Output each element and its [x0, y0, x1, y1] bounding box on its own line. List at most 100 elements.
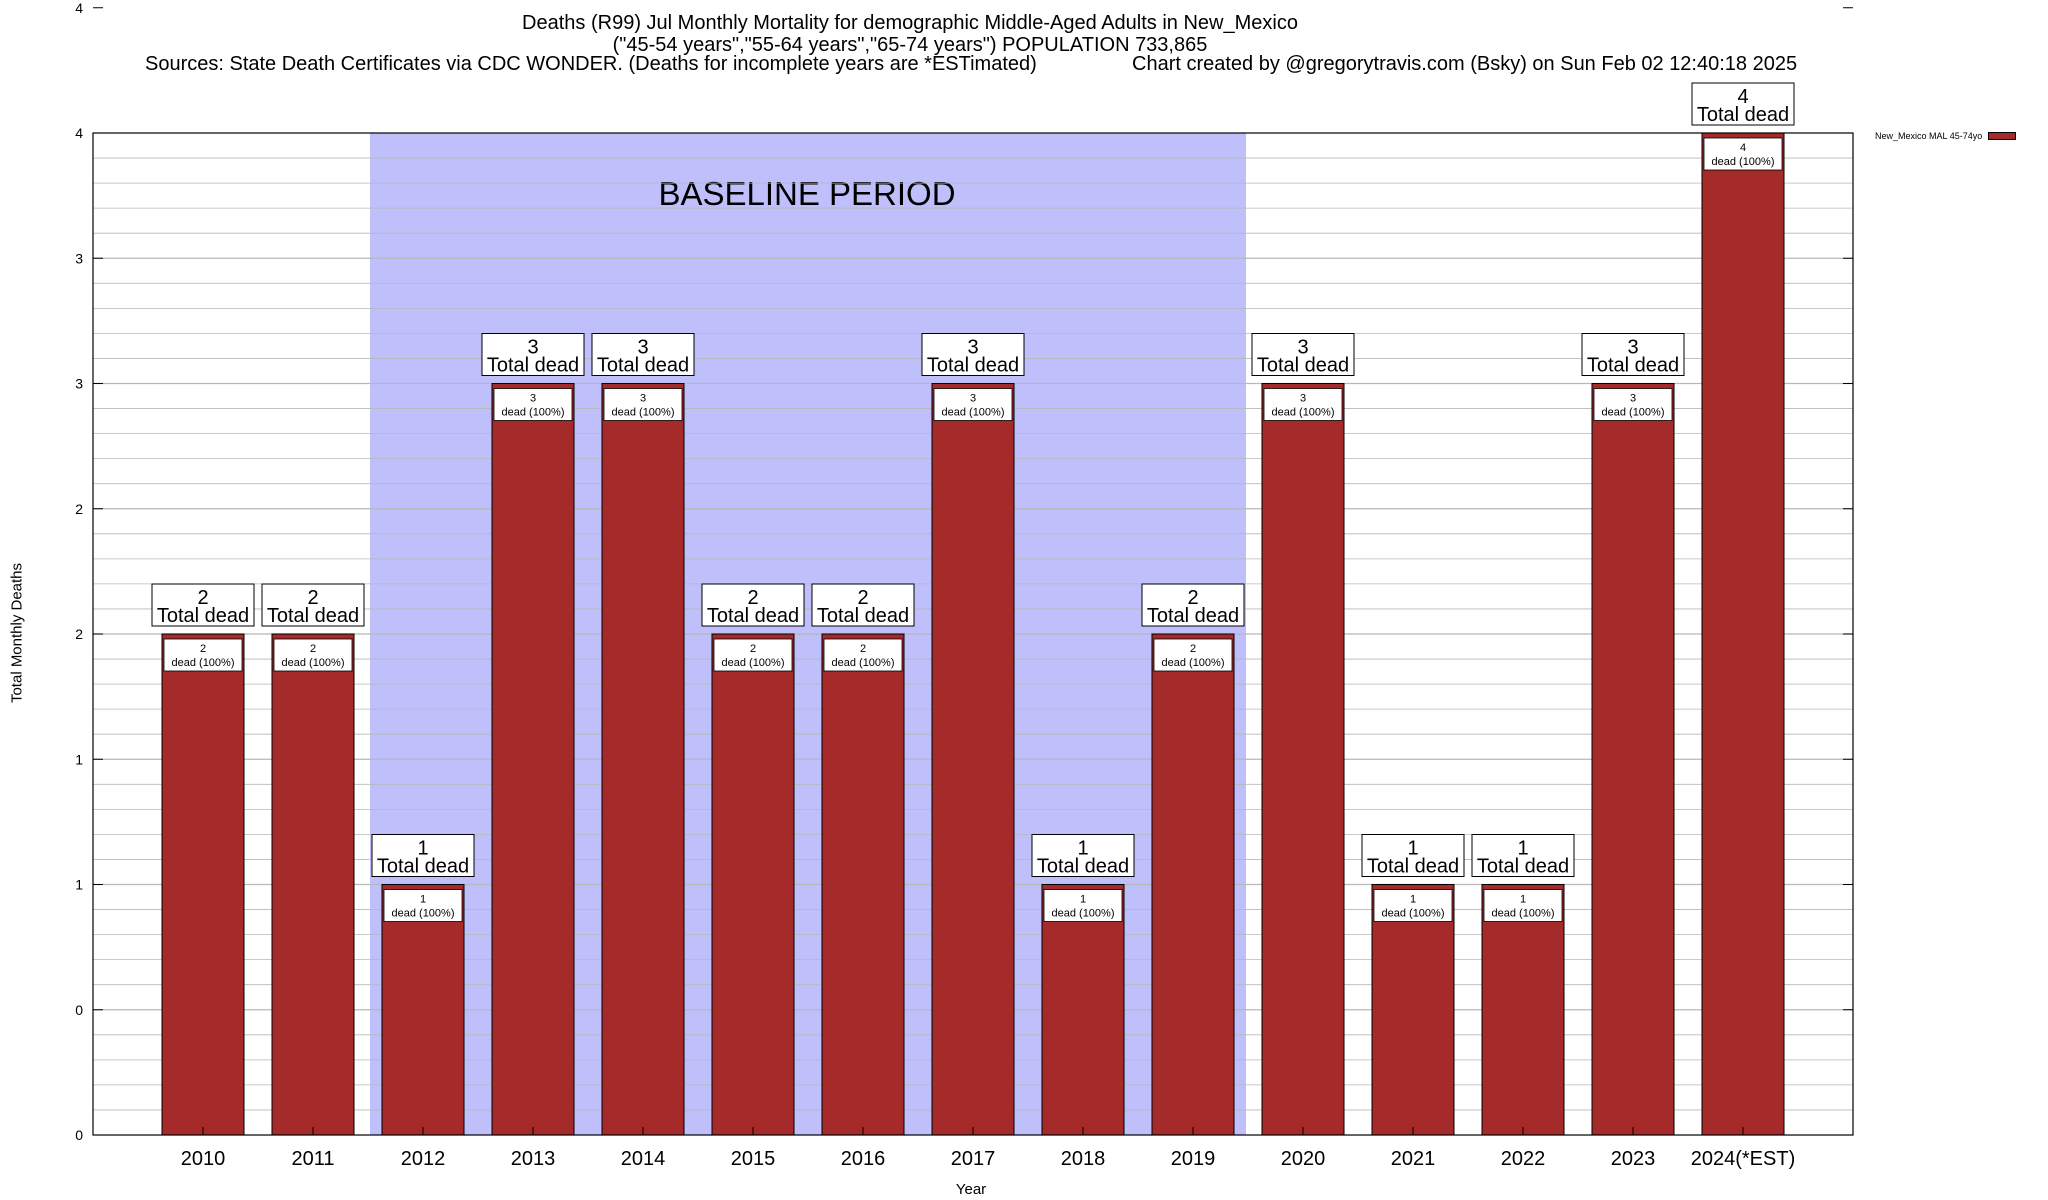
inner-label-value: 3 — [970, 393, 976, 405]
bar — [1041, 884, 1125, 1136]
total-label-box — [811, 583, 915, 627]
inner-label-text: dead (100%) — [1492, 908, 1555, 920]
inner-label-text: dead (100%) — [502, 407, 565, 419]
total-label-box — [1471, 834, 1575, 877]
bar — [271, 633, 355, 1136]
legend: New_Mexico MAL 45-74yo — [1875, 131, 2017, 141]
total-label-text: Total dead — [707, 605, 799, 627]
total-label-value: 3 — [527, 337, 538, 359]
chart-title: Deaths (R99) Jul Monthly Mortality for d… — [522, 12, 1298, 34]
x-tick-label: 2010 — [181, 1148, 226, 1170]
total-label-box — [371, 834, 475, 877]
y-tick-label: 3 — [75, 376, 83, 392]
bar — [711, 633, 795, 1136]
inner-label-text: dead (100%) — [722, 657, 785, 669]
total-label-value: 4 — [1737, 86, 1748, 108]
total-label-box — [481, 333, 585, 376]
inner-label-box — [1263, 388, 1343, 421]
total-label-box — [591, 333, 695, 376]
x-tick-label: 2024(*EST) — [1691, 1148, 1796, 1170]
inner-label-box — [933, 388, 1013, 421]
inner-label-text: dead (100%) — [612, 407, 675, 419]
total-label-text: Total dead — [1147, 605, 1239, 627]
inner-label-value: 1 — [1410, 894, 1416, 906]
inner-label-box — [1703, 137, 1783, 171]
total-label-box — [1251, 333, 1355, 376]
y-tick-label: 3 — [75, 250, 83, 266]
y-tick-label: 4 — [75, 0, 83, 16]
total-label-value: 2 — [307, 587, 318, 609]
inner-label-value: 2 — [1190, 643, 1196, 655]
inner-label-value: 2 — [310, 643, 316, 655]
total-label-value: 2 — [857, 587, 868, 609]
inner-label-box — [273, 638, 353, 672]
inner-label-text: dead (100%) — [1602, 407, 1665, 419]
total-label-text: Total dead — [377, 856, 469, 878]
inner-label-box — [823, 638, 903, 672]
total-label-text: Total dead — [1697, 104, 1789, 126]
x-tick-label: 2022 — [1501, 1148, 1546, 1170]
total-label-text: Total dead — [1037, 856, 1129, 878]
inner-label-value: 3 — [530, 393, 536, 405]
total-label-box — [151, 583, 255, 627]
inner-label-value: 1 — [1080, 894, 1086, 906]
y-tick-label: 2 — [75, 501, 83, 517]
y-axis-label: Total Monthly Deaths — [8, 562, 26, 704]
inner-label-text: dead (100%) — [392, 908, 455, 920]
legend-label: New_Mexico MAL 45-74yo — [1875, 131, 1983, 141]
x-tick-label: 2021 — [1391, 1148, 1436, 1170]
plot-frame — [92, 132, 1854, 1136]
total-label-value: 2 — [747, 587, 758, 609]
inner-label-value: 3 — [1630, 393, 1636, 405]
total-label-box — [1031, 834, 1135, 877]
baseline-period-label: BASELINE PERIOD — [658, 175, 955, 212]
total-label-text: Total dead — [1367, 856, 1459, 878]
bar — [491, 383, 575, 1136]
inner-label-value: 1 — [420, 894, 426, 906]
bar — [1151, 633, 1235, 1136]
total-label-value: 1 — [1517, 838, 1528, 860]
x-tick-label: 2019 — [1171, 1148, 1216, 1170]
y-tick-label: 2 — [75, 626, 83, 642]
x-tick-label: 2018 — [1061, 1148, 1106, 1170]
total-label-box — [1581, 333, 1685, 376]
bar — [1261, 383, 1345, 1136]
total-label-value: 1 — [1407, 838, 1418, 860]
total-label-value: 3 — [967, 337, 978, 359]
total-label-text: Total dead — [1477, 856, 1569, 878]
total-label-value: 2 — [1187, 587, 1198, 609]
inner-label-text: dead (100%) — [1162, 657, 1225, 669]
x-tick-label: 2023 — [1611, 1148, 1656, 1170]
bar — [1701, 132, 1785, 1136]
x-axis-label: Year — [955, 1181, 987, 1198]
bar — [931, 383, 1015, 1136]
bar — [1481, 884, 1565, 1136]
bar — [1591, 383, 1675, 1136]
total-label-value: 2 — [197, 587, 208, 609]
inner-label-box — [383, 889, 463, 922]
inner-label-text: dead (100%) — [282, 657, 345, 669]
bar — [821, 633, 905, 1136]
y-tick-label: 1 — [75, 751, 83, 767]
x-tick-label: 2014 — [621, 1148, 666, 1170]
x-tick-label: 2020 — [1281, 1148, 1326, 1170]
inner-label-text: dead (100%) — [832, 657, 895, 669]
inner-label-value: 1 — [1520, 894, 1526, 906]
inner-label-box — [1373, 889, 1453, 922]
total-label-value: 3 — [637, 337, 648, 359]
inner-label-box — [603, 388, 683, 421]
inner-label-value: 3 — [640, 393, 646, 405]
total-label-text: Total dead — [487, 355, 579, 377]
x-tick-label: 2016 — [841, 1148, 886, 1170]
inner-label-text: dead (100%) — [172, 657, 235, 669]
total-label-value: 1 — [417, 838, 428, 860]
y-tick-label: 0 — [75, 1002, 83, 1018]
inner-label-value: 2 — [860, 643, 866, 655]
total-label-text: Total dead — [817, 605, 909, 627]
inner-label-text: dead (100%) — [1712, 156, 1775, 168]
y-tick-label: 4 — [75, 125, 83, 141]
inner-label-text: dead (100%) — [1052, 908, 1115, 920]
total-label-text: Total dead — [267, 605, 359, 627]
total-label-text: Total dead — [1587, 355, 1679, 377]
